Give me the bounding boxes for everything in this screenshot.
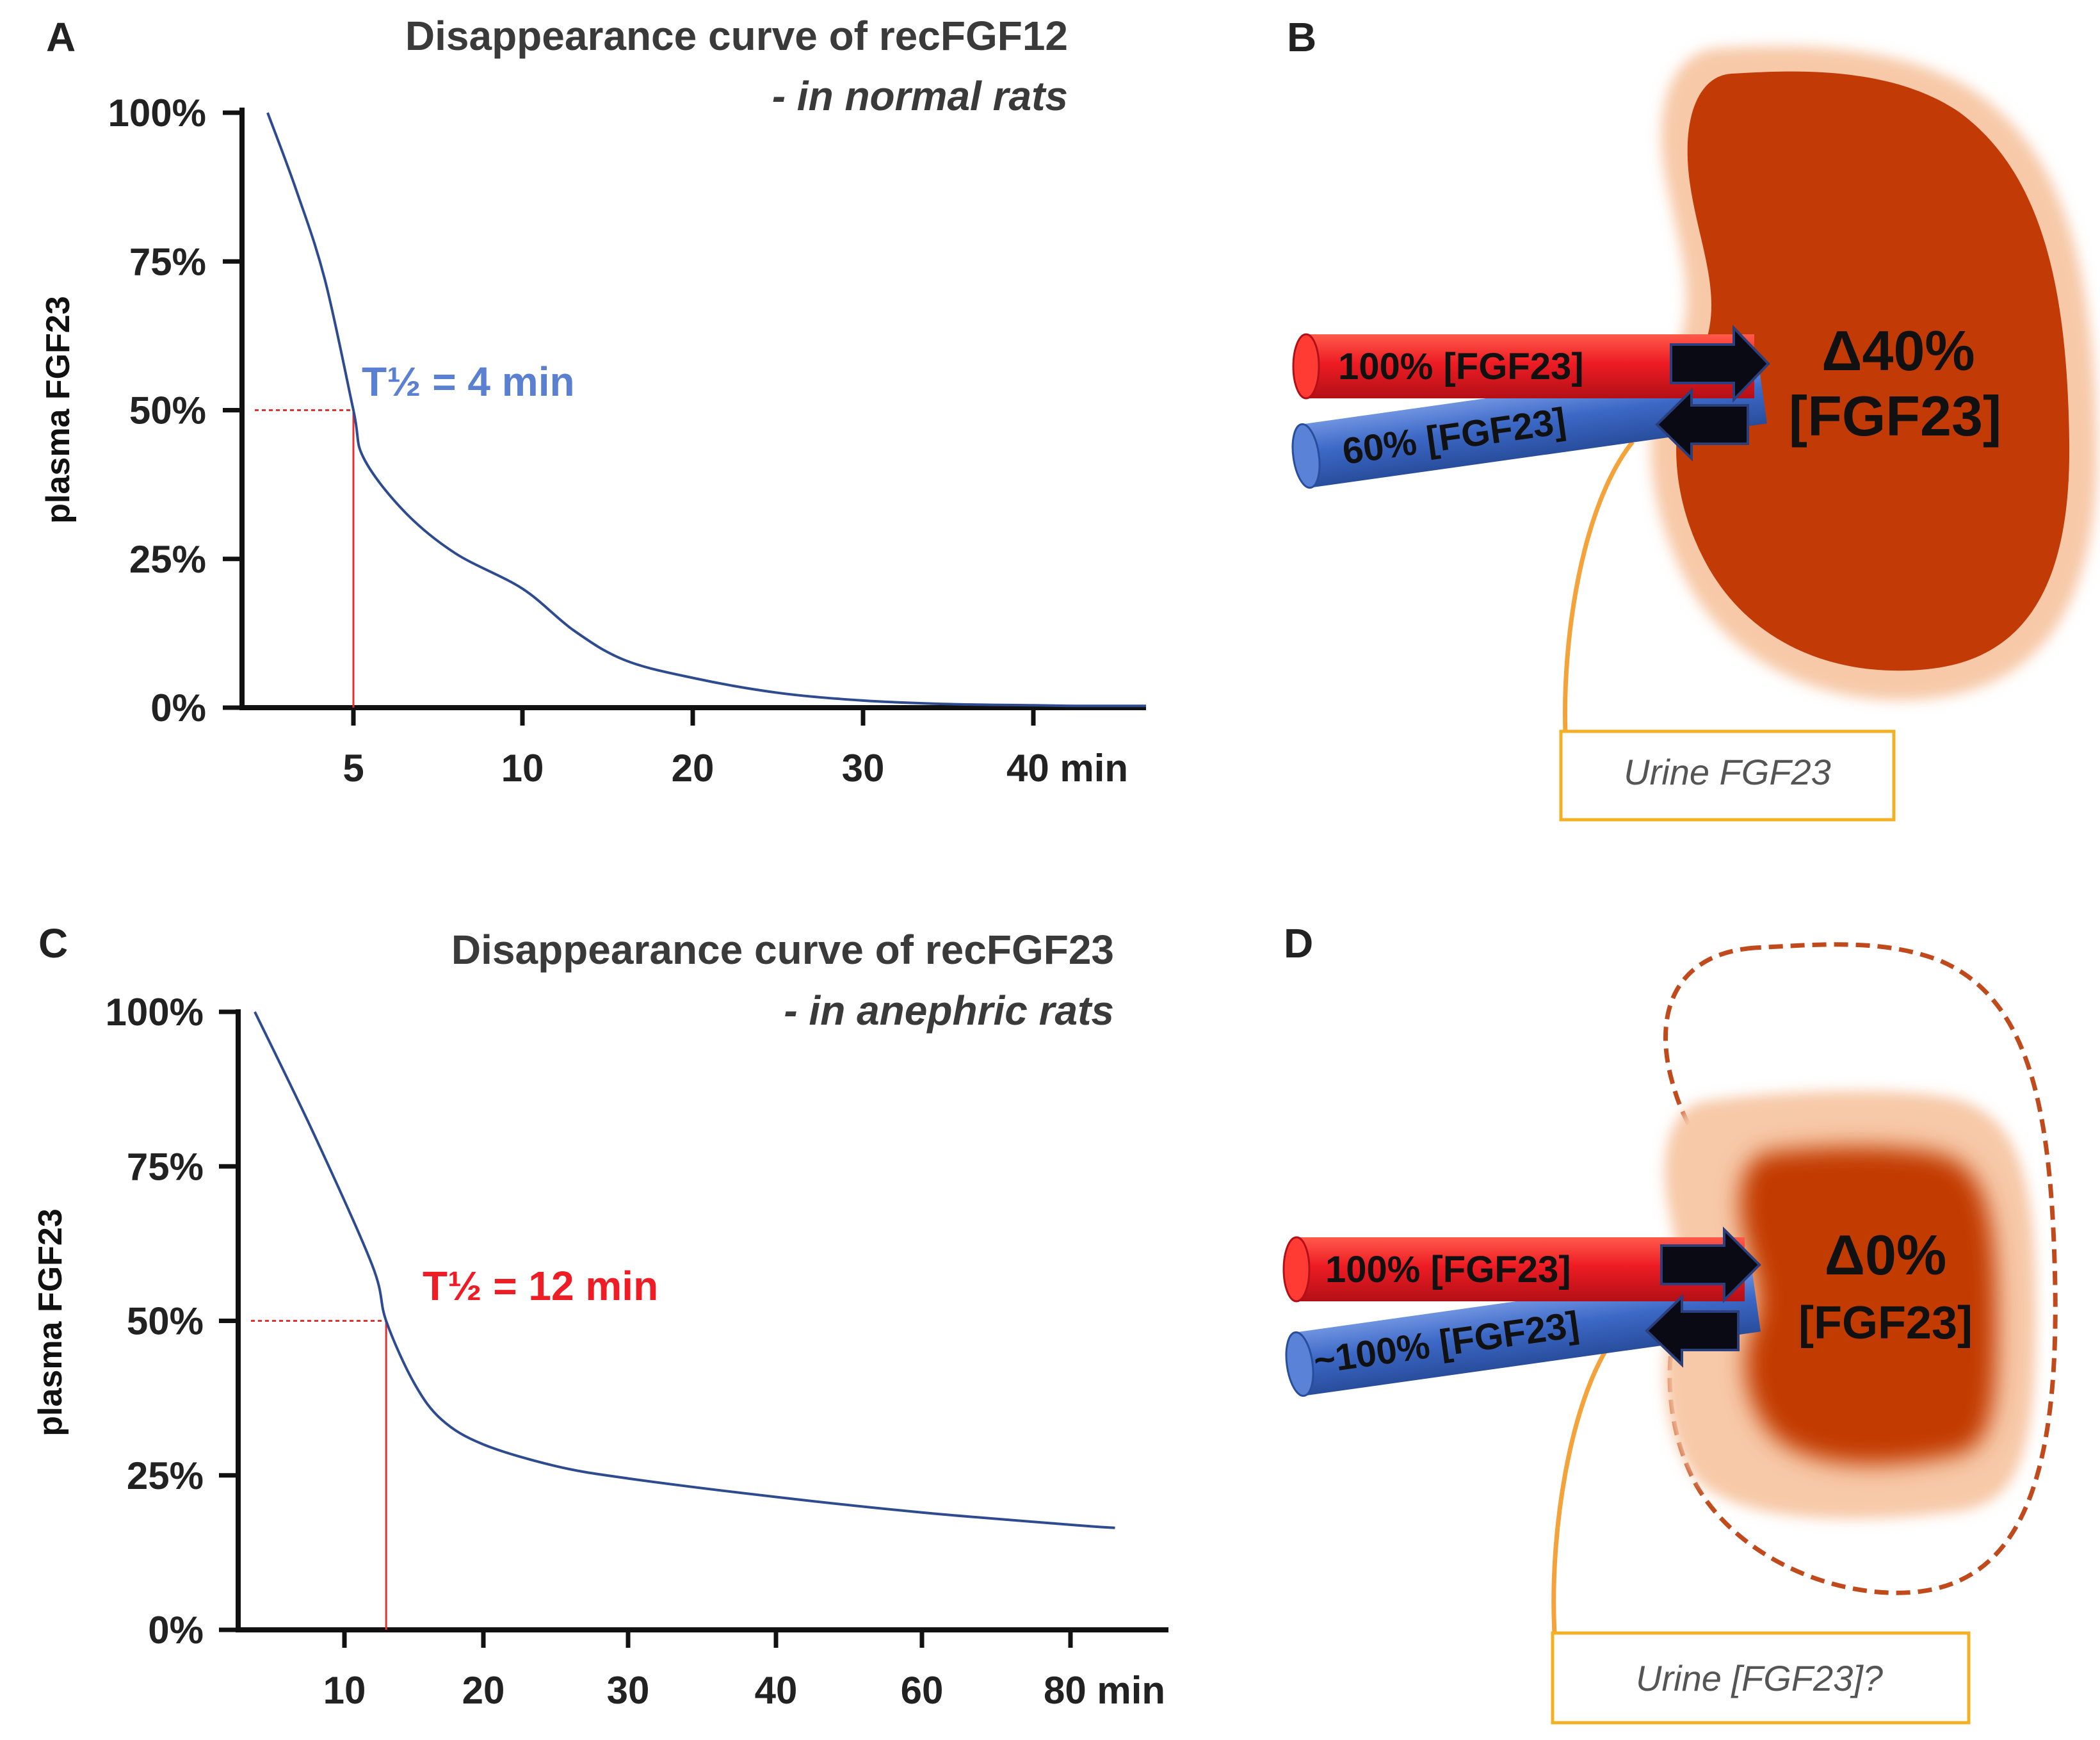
panel-d-in-arrow (1660, 1226, 1761, 1303)
panel-d-delta: Δ0% (1825, 1223, 1946, 1287)
chart-a-xtick-label: 20 (672, 747, 715, 790)
chart-a-xtick-label: 10 (501, 747, 544, 790)
chart-c-series-line (254, 1011, 1115, 1529)
panel-b-ureter (1562, 440, 1635, 734)
chart-c-xtick-label: 60 (901, 1669, 944, 1712)
chart-c-title: Disappearance curve of recFGF23 (451, 927, 1114, 973)
panel-b-delta: Δ40% (1821, 319, 1975, 382)
panel-b-artery-label: 100% [FGF23] (1338, 346, 1584, 387)
chart-a-xtick-label: 30 (842, 747, 885, 790)
panel-b-kidney (1676, 71, 2070, 671)
panel-d-diagram: D Urine [FGF23]? ~100% [FGF23] 100% [FGF… (1282, 920, 2058, 1725)
chart-c-ytick-label: 75% (127, 1145, 204, 1188)
chart-a-subtitle: - in normal rats (772, 73, 1068, 119)
chart-a-ytick-label: 75% (129, 240, 206, 283)
chart-a-halflife-label: T½ = 4 min (362, 359, 575, 405)
chart-c-yticks: 0% 25% 50% 75% 100% (106, 991, 238, 1652)
panel-b-delta-sub: [FGF23] (1789, 384, 2001, 448)
panel-b-urine-box (1559, 729, 1896, 822)
chart-c-xtick-label: 10 (323, 1669, 366, 1712)
panel-b-urine-label: Urine FGF23 (1624, 752, 1831, 792)
chart-a-xtick-label: 40 min (1006, 747, 1128, 790)
chart-c-ytick-label: 100% (106, 991, 204, 1034)
chart-a-ytick-label: 0% (150, 687, 206, 729)
panel-b-in-arrow (1670, 325, 1770, 403)
panel-d-ureter (1551, 1337, 1615, 1634)
panel-a-chart: A Disappearance curve of recFGF12 - in n… (40, 13, 1147, 790)
chart-a-title: Disappearance curve of recFGF12 (405, 13, 1068, 59)
chart-a-series-line (266, 112, 1147, 708)
panel-label-a: A (46, 14, 76, 60)
panel-label-d: D (1284, 920, 1313, 966)
chart-a-ytick-label: 100% (108, 92, 206, 134)
chart-a-ylabel: plasma FGF23 (40, 296, 77, 523)
chart-c-ytick-label: 25% (127, 1454, 204, 1497)
chart-c-xtick-label: 40 (755, 1669, 798, 1712)
chart-c-subtitle: - in anephric rats (784, 988, 1114, 1034)
panel-b-out-arrow (1655, 387, 1749, 462)
chart-a-ytick-label: 25% (129, 538, 206, 581)
chart-a-xtick-label: 5 (343, 747, 364, 790)
panel-d-urine-box (1551, 1631, 1971, 1725)
panel-d-artery-label: 100% [FGF23] (1325, 1249, 1571, 1290)
chart-c-xtick-label: 80 min (1044, 1669, 1165, 1712)
chart-c-ylabel: plasma FGF23 (32, 1208, 69, 1436)
panel-d-kidney-core (1740, 1146, 1997, 1465)
panel-b-diagram: B Urine FGF23 60% [FGF23] 100% [FGF23] Δ… (1287, 14, 2097, 822)
panel-d-delta-sub: [FGF23] (1798, 1297, 1973, 1349)
chart-c-ytick-label: 50% (127, 1300, 204, 1343)
panel-d-urine-label: Urine [FGF23]? (1636, 1658, 1883, 1698)
chart-c-halflife-label: T½ = 12 min (423, 1263, 658, 1309)
chart-c-xticks: 10 20 30 40 60 80 min (323, 1630, 1165, 1712)
chart-a-ytick-label: 50% (129, 389, 206, 432)
chart-c-xtick-label: 20 (462, 1669, 505, 1712)
chart-a-yticks: 0% 25% 50% 75% 100% (108, 92, 242, 729)
panel-label-b: B (1287, 14, 1316, 60)
chart-a-xticks: 5 10 20 30 40 min (343, 708, 1128, 790)
panel-d-out-arrow (1645, 1294, 1740, 1368)
panel-c-chart: C Disappearance curve of recFGF23 - in a… (32, 920, 1168, 1712)
chart-c-xtick-label: 30 (607, 1669, 650, 1712)
chart-c-ytick-label: 0% (148, 1609, 204, 1652)
panel-label-c: C (38, 920, 68, 966)
